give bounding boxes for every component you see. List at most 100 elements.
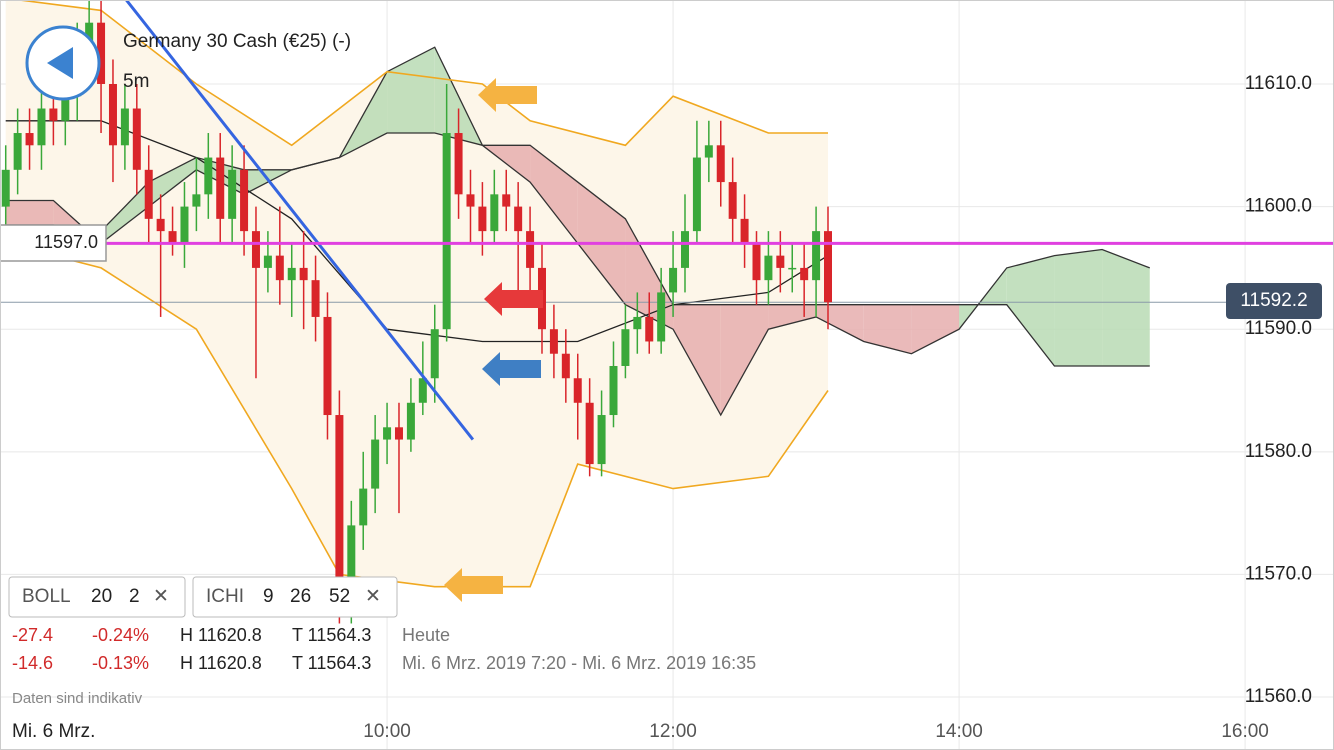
cloud-fill <box>959 267 1007 330</box>
candle-body <box>669 267 678 293</box>
candle-body <box>192 194 201 207</box>
candle-body <box>120 108 129 146</box>
cloud-fill <box>1054 249 1103 366</box>
y-tick-label: 11560.0 <box>1245 686 1312 707</box>
candle-body <box>406 402 415 440</box>
candle-body <box>323 316 332 416</box>
indicator-chip[interactable] <box>8 576 186 618</box>
candle-body <box>180 206 189 244</box>
y-tick-label: 11600.0 <box>1245 196 1312 217</box>
candle-body <box>25 133 34 146</box>
cloud-fill <box>5 200 54 225</box>
cloud-fill <box>863 304 912 354</box>
candle-body <box>97 22 106 84</box>
candle-body <box>573 378 582 403</box>
candle-body <box>609 365 618 416</box>
candle-body <box>85 22 94 48</box>
candle-body <box>454 133 463 195</box>
candle-body <box>1 169 10 207</box>
candle-body <box>502 194 511 207</box>
candle-body <box>645 316 654 342</box>
candle-body <box>657 292 666 342</box>
cloud-fill <box>101 182 149 244</box>
candle-body <box>216 157 225 219</box>
candle-body <box>394 427 403 440</box>
marker-label: 11597.0 <box>34 232 98 252</box>
price-badge <box>1226 283 1322 319</box>
candle-body <box>716 145 725 183</box>
candle-body <box>740 218 749 244</box>
candle-body <box>788 267 797 270</box>
candle-body <box>335 415 344 599</box>
candle-body <box>263 255 272 268</box>
indicator-param: 9 <box>263 586 274 607</box>
candle-body <box>728 182 737 219</box>
arrow-icon <box>444 568 503 602</box>
candle-body <box>144 169 153 219</box>
candle-body <box>347 525 356 599</box>
close-icon[interactable]: ✕ <box>365 586 381 607</box>
candle-body <box>585 402 594 465</box>
indicator-name: ICHI <box>206 586 244 607</box>
candle-body <box>430 329 439 379</box>
chart-title: Germany 30 Cash (€25) (-) <box>123 31 351 52</box>
candle-body <box>228 169 237 219</box>
info-change: -27.4 <box>12 625 53 645</box>
date-label: Mi. 6 Mrz. <box>12 721 95 742</box>
candle-body <box>37 108 46 146</box>
boll-upper <box>13 0 828 147</box>
candle-body <box>764 255 773 281</box>
candle-body <box>621 329 630 366</box>
candle-body <box>633 316 642 330</box>
candle-body <box>204 157 213 195</box>
candle-body <box>168 231 177 244</box>
arrow-icon <box>482 352 541 386</box>
indicator-name: BOLL <box>22 586 71 607</box>
indicator-param: 26 <box>290 586 311 607</box>
info-period: Heute <box>402 625 450 645</box>
info-change-pct: -0.24% <box>92 625 149 645</box>
arrow-icon <box>478 78 537 112</box>
candle-body <box>776 255 785 268</box>
x-tick-label: 10:00 <box>363 721 411 742</box>
candle-body <box>371 439 380 489</box>
candle-body <box>800 267 809 281</box>
cloud-fill <box>911 304 960 354</box>
candle-body <box>561 353 570 379</box>
info-high: H 11620.8 <box>180 653 262 673</box>
price-label: 11592.2 <box>1240 290 1307 311</box>
y-tick-label: 11610.0 <box>1245 73 1312 94</box>
indicator-param: 20 <box>91 586 112 607</box>
candle-body <box>251 231 260 268</box>
candle-body <box>526 231 535 268</box>
cloud-fill <box>673 304 721 416</box>
candle-body <box>287 267 296 281</box>
marker-label-box <box>0 224 107 262</box>
candle-body <box>692 157 701 232</box>
candle-body <box>275 255 284 281</box>
info-low: T 11564.3 <box>292 625 371 645</box>
candle-body <box>442 133 451 330</box>
candle-body <box>359 488 368 526</box>
interval-label: 5m <box>123 71 149 92</box>
candle-body <box>812 231 821 281</box>
cloud-fill <box>1102 249 1150 366</box>
ui-layer: Germany 30 Cash (€25) (-) 5m 11597.0 115… <box>0 25 1322 750</box>
candle-body <box>49 108 58 121</box>
x-tick-label: 16:00 <box>1221 721 1269 742</box>
arrow-icon <box>484 282 543 316</box>
candle-body <box>383 427 392 440</box>
candle-body <box>490 194 499 232</box>
y-tick-label: 11570.0 <box>1245 563 1312 584</box>
cloud-fill <box>530 145 578 244</box>
boll-band-fill <box>5 0 828 587</box>
indicator-chip[interactable] <box>192 576 398 618</box>
candle-body <box>13 133 22 170</box>
candle-body <box>680 231 689 268</box>
candle-body <box>466 194 475 207</box>
info-period: Mi. 6 Mrz. 2019 7:20 - Mi. 6 Mrz. 2019 1… <box>402 653 756 673</box>
close-icon[interactable]: ✕ <box>153 586 169 607</box>
